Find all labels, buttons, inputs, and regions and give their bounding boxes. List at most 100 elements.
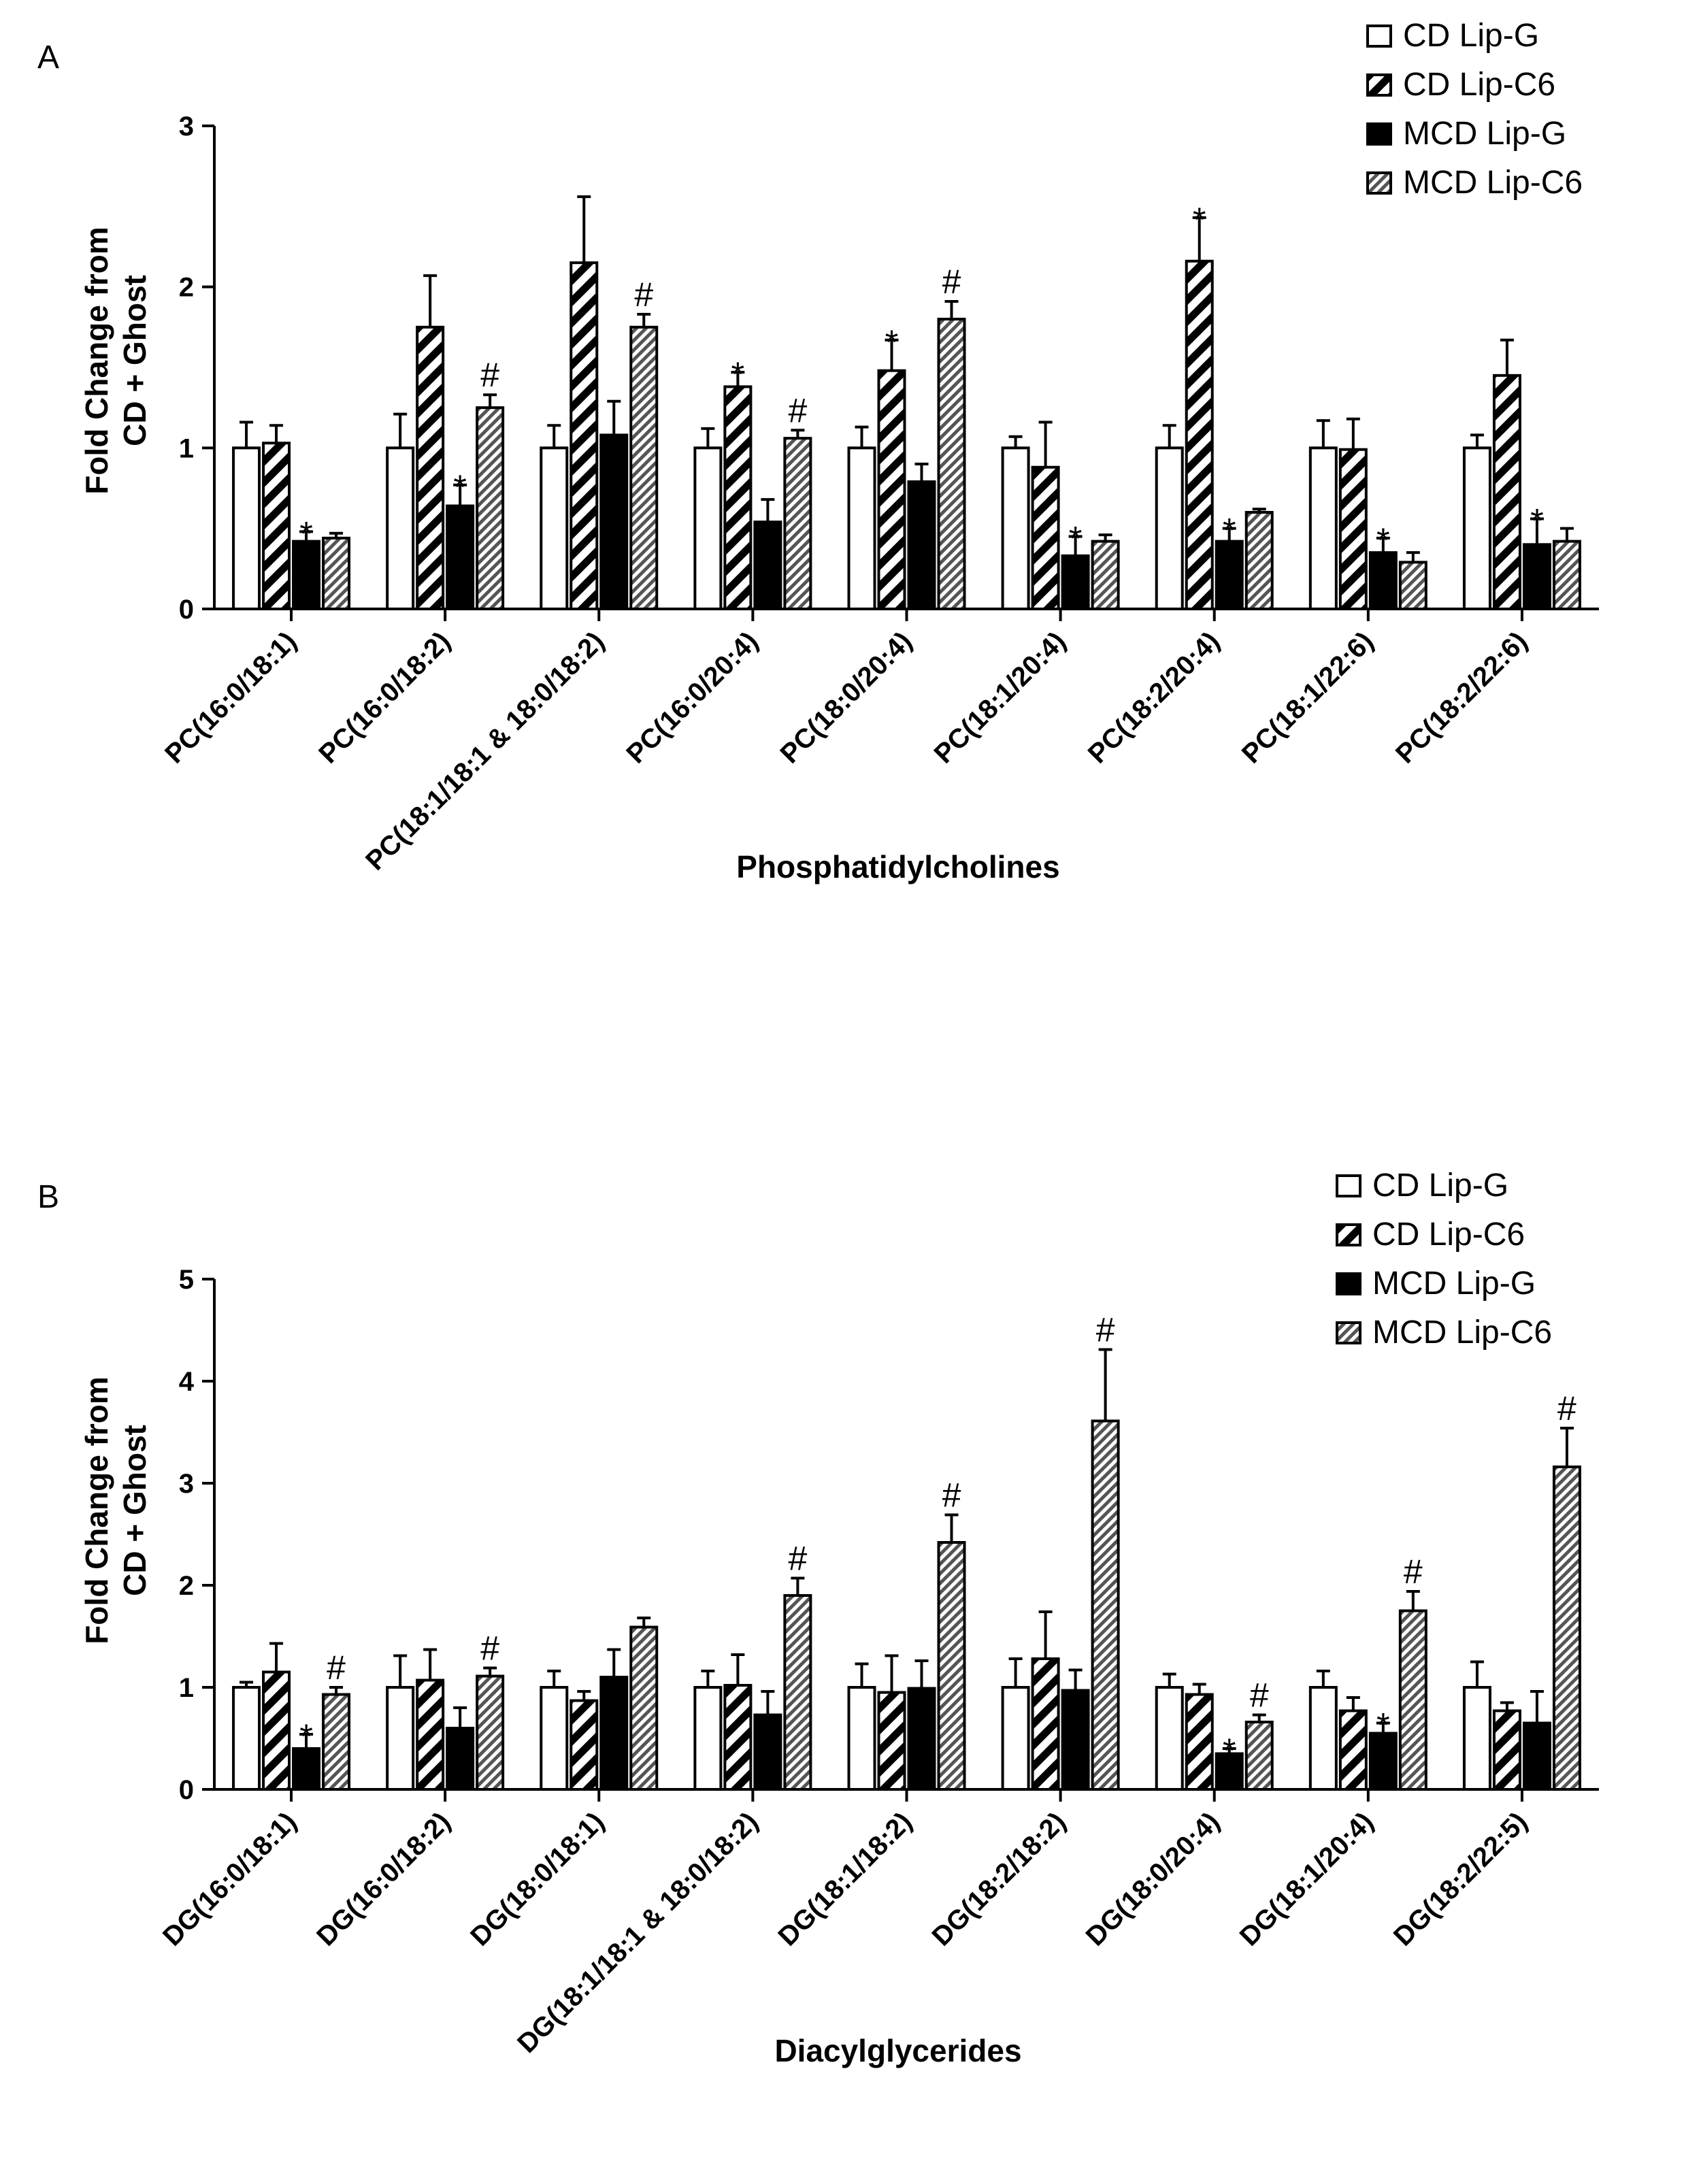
significance-asterisk: *: [299, 1717, 312, 1755]
bar-cd-lip-c6: [723, 385, 753, 611]
legend-label: MCD Lip-G: [1403, 116, 1566, 152]
x-category-label: DG(16:0/18:1): [157, 1806, 302, 1951]
bar-mcd-lip-g: [599, 1676, 629, 1791]
significance-hash: #: [480, 1629, 499, 1668]
bar-mcd-lip-c6: [1398, 561, 1427, 610]
bar-mcd-lip-g: [907, 480, 936, 610]
bar-cd-lip-g: [1155, 446, 1184, 610]
legend-swatch: [1336, 1321, 1361, 1344]
x-category-label: DG(18:2/22:5): [1388, 1806, 1533, 1951]
legend-swatch: [1336, 1174, 1361, 1197]
legend-label: CD Lip-C6: [1372, 1217, 1525, 1253]
legend-swatch: [1336, 1223, 1361, 1246]
significance-hash: #: [634, 276, 653, 314]
panel-a-chart: A Fold Change from CD + Ghost Phosphatid…: [37, 18, 1599, 884]
bar-mcd-lip-c6: [937, 318, 966, 610]
y-tick-label: 1: [179, 1673, 194, 1703]
significance-hash: #: [1404, 1553, 1423, 1591]
bar-cd-lip-c6: [1338, 1709, 1368, 1791]
significance-asterisk: *: [731, 355, 744, 393]
bar-mcd-lip-g: [1215, 1752, 1244, 1791]
bar-cd-lip-g: [1308, 1686, 1338, 1791]
bar-cd-lip-c6: [569, 1699, 599, 1791]
significance-hash: #: [1557, 1389, 1576, 1427]
significance-asterisk: *: [1376, 521, 1389, 559]
bar-mcd-lip-c6: [629, 1625, 659, 1791]
significance-asterisk: *: [299, 514, 312, 552]
significance-asterisk: *: [1223, 1732, 1236, 1770]
bar-mcd-lip-g: [1215, 540, 1244, 610]
significance-asterisk: *: [885, 323, 898, 361]
y-tick-label: 2: [179, 1571, 194, 1601]
significance-hash: #: [1096, 1311, 1115, 1349]
bar-mcd-lip-c6: [1091, 540, 1120, 610]
significance-asterisk: *: [453, 468, 466, 506]
bar-cd-lip-g: [540, 1686, 569, 1791]
y-tick-label: 2: [179, 273, 194, 303]
panel-b-label: B: [37, 1179, 59, 1215]
x-category-label: DG(18:2/18:2): [927, 1806, 1072, 1951]
bar-cd-lip-g: [1308, 446, 1338, 610]
significance-hash: #: [942, 1476, 961, 1515]
bar-cd-lip-c6: [1185, 259, 1214, 610]
significance-hash: #: [942, 263, 961, 301]
legend-label: CD Lip-G: [1372, 1168, 1508, 1204]
bar-mcd-lip-g: [599, 433, 629, 611]
legend-label: MCD Lip-C6: [1372, 1314, 1552, 1351]
bar-mcd-lip-g: [1061, 554, 1090, 611]
legend-label: CD Lip-G: [1403, 18, 1539, 54]
panel-b-legend: CD Lip-G CD Lip-C6 MCD Lip-G MCD Lip-C6: [1336, 1168, 1552, 1351]
x-category-label: DG(18:1/18:1 & 18:0/18:2): [512, 1806, 764, 2059]
bar-cd-lip-g: [1462, 1686, 1491, 1791]
bar-cd-lip-g: [847, 1686, 876, 1791]
significance-hash: #: [1250, 1676, 1269, 1715]
bar-mcd-lip-c6: [322, 536, 351, 610]
bar-mcd-lip-g: [292, 1747, 321, 1791]
y-tick-label: 4: [179, 1367, 195, 1397]
y-tick-label: 0: [179, 595, 194, 625]
significance-hash: #: [788, 391, 807, 429]
bar-cd-lip-c6: [1031, 465, 1060, 610]
bar-cd-lip-c6: [569, 261, 599, 610]
bar-mcd-lip-c6: [1552, 540, 1581, 610]
bar-mcd-lip-c6: [1244, 1721, 1274, 1791]
bar-mcd-lip-g: [1522, 543, 1551, 610]
bar-mcd-lip-g: [1061, 1689, 1090, 1791]
bar-cd-lip-g: [232, 1686, 261, 1791]
bar-mcd-lip-g: [446, 504, 475, 610]
bar-cd-lip-g: [693, 1686, 723, 1791]
bar-cd-lip-g: [1001, 1686, 1030, 1791]
bar-mcd-lip-g: [907, 1687, 936, 1791]
bar-cd-lip-c6: [1338, 448, 1368, 611]
legend-swatch: [1366, 24, 1392, 48]
bar-cd-lip-g: [1155, 1686, 1184, 1791]
bar-mcd-lip-c6: [937, 1541, 966, 1791]
bar-cd-lip-g: [847, 446, 876, 610]
bar-cd-lip-c6: [723, 1684, 753, 1791]
bar-mcd-lip-c6: [783, 437, 812, 611]
bar-mcd-lip-c6: [1244, 511, 1274, 610]
bar-mcd-lip-c6: [476, 406, 505, 611]
x-category-label: DG(18:1/20:4): [1234, 1806, 1379, 1951]
bar-cd-lip-c6: [1185, 1693, 1214, 1791]
legend-label: CD Lip-C6: [1403, 67, 1555, 103]
bar-cd-lip-c6: [1492, 1709, 1521, 1791]
bar-mcd-lip-g: [753, 1713, 782, 1791]
panel-a-ylabel-line2: CD + Ghost: [117, 275, 152, 446]
legend-swatch: [1366, 171, 1392, 195]
bar-mcd-lip-c6: [629, 325, 659, 610]
x-category-label: PC(18:2/22:6): [1390, 626, 1533, 769]
bar-cd-lip-g: [1001, 446, 1030, 610]
legend-swatch: [1336, 1272, 1361, 1295]
x-category-label: PC(16:0/20:4): [621, 626, 763, 769]
x-category-label: PC(18:0/20:4): [775, 626, 918, 769]
y-tick-label: 3: [179, 1469, 194, 1499]
x-category-label: PC(18:1/22:6): [1236, 626, 1379, 769]
legend-swatch: [1366, 122, 1392, 146]
legend-label: MCD Lip-G: [1372, 1265, 1536, 1302]
panel-a-xlabel: Phosphatidylcholines: [736, 849, 1059, 884]
bar-mcd-lip-c6: [1091, 1419, 1120, 1791]
bar-mcd-lip-g: [1368, 1732, 1398, 1791]
bar-cd-lip-c6: [877, 1691, 906, 1791]
significance-asterisk: *: [1530, 501, 1543, 540]
